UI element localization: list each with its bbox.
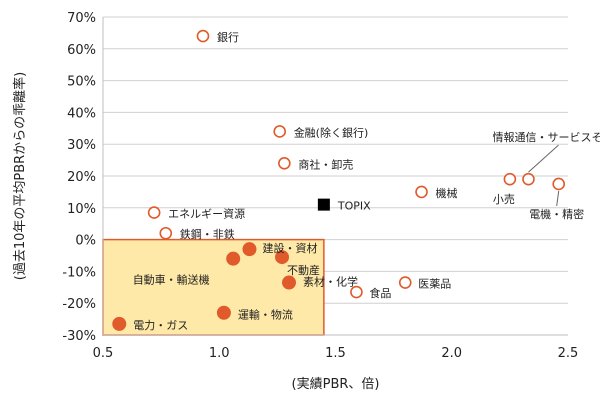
y-tick-label: 10% — [67, 202, 96, 217]
point-label: 情報通信・サービスその他 — [492, 131, 600, 144]
leader-line — [528, 144, 559, 173]
data-point-filled — [282, 275, 296, 290]
point-label: TOPIX — [337, 200, 371, 213]
y-tick-label: 30% — [67, 138, 96, 153]
data-point-open — [415, 185, 428, 199]
point-label: 不動産 — [287, 263, 320, 277]
point-label: 食品 — [369, 286, 391, 300]
point-label: 機械 — [436, 186, 458, 200]
point-label: 自動車・輸送機 — [133, 273, 210, 287]
y-tick-label: -20% — [62, 297, 96, 312]
point-label: 小売 — [493, 193, 515, 206]
data-point-open — [522, 172, 535, 186]
data-point-open — [159, 226, 173, 240]
data-point-square — [317, 198, 330, 211]
x-tick-label: 2.0 — [441, 346, 462, 361]
y-tick-label: -30% — [62, 329, 96, 344]
x-axis-title: (実績PBR、倍) — [292, 376, 380, 392]
point-label: 鉄鋼・非鉄 — [180, 227, 235, 241]
data-point-filled — [242, 242, 257, 257]
point-label: 素材・化学 — [303, 275, 358, 289]
y-tick-label: 60% — [67, 43, 96, 58]
y-tick-label: 40% — [67, 106, 96, 121]
data-point-open — [350, 285, 363, 299]
data-point-open — [278, 156, 291, 170]
data-point-filled — [226, 251, 241, 266]
data-point-open — [398, 276, 412, 289]
y-tick-label: 50% — [67, 75, 96, 90]
y-tick-label: 70% — [67, 11, 96, 26]
point-label: 金融(除く銀行) — [294, 125, 369, 139]
point-label: 医薬品 — [418, 278, 451, 291]
y-tick-label: -10% — [62, 265, 96, 280]
leader-line — [556, 190, 560, 207]
x-tick-label: 1.0 — [209, 346, 230, 361]
data-point-filled — [216, 305, 231, 320]
x-tick-label: 0.5 — [93, 346, 114, 361]
point-label: 銀行 — [217, 30, 239, 44]
data-point-filled — [275, 250, 290, 265]
leader-lines — [528, 144, 560, 207]
point-label: 建設・資材 — [262, 241, 317, 255]
point-label: エネルギー資源 — [168, 207, 245, 221]
data-point-open — [196, 29, 210, 43]
data-point-filled — [112, 316, 127, 331]
point-label: 商社・卸売 — [298, 157, 353, 171]
point-label: 運輸・物流 — [238, 308, 293, 322]
point-label: 電機・精密 — [529, 207, 584, 221]
point-label: 電力・ガス — [133, 319, 188, 332]
x-tick-label: 2.5 — [558, 346, 579, 361]
y-tick-label: 0% — [75, 234, 96, 249]
x-tick-label: 1.5 — [325, 346, 346, 361]
data-point-open — [273, 125, 287, 138]
data-point-open — [552, 177, 566, 191]
data-point-open — [503, 172, 517, 186]
axes — [102, 17, 568, 336]
data-point-open — [147, 206, 161, 219]
y-axis-title: (過去10年の平均PBRからの乖離率) — [12, 72, 28, 280]
y-tick-label: 20% — [67, 170, 96, 185]
tick-labels: -30% -20% -10% 0% 10% 20% 30% 40% 50% 60% 70% 0.5 1.… — [62, 11, 578, 361]
data-points — [112, 29, 566, 331]
